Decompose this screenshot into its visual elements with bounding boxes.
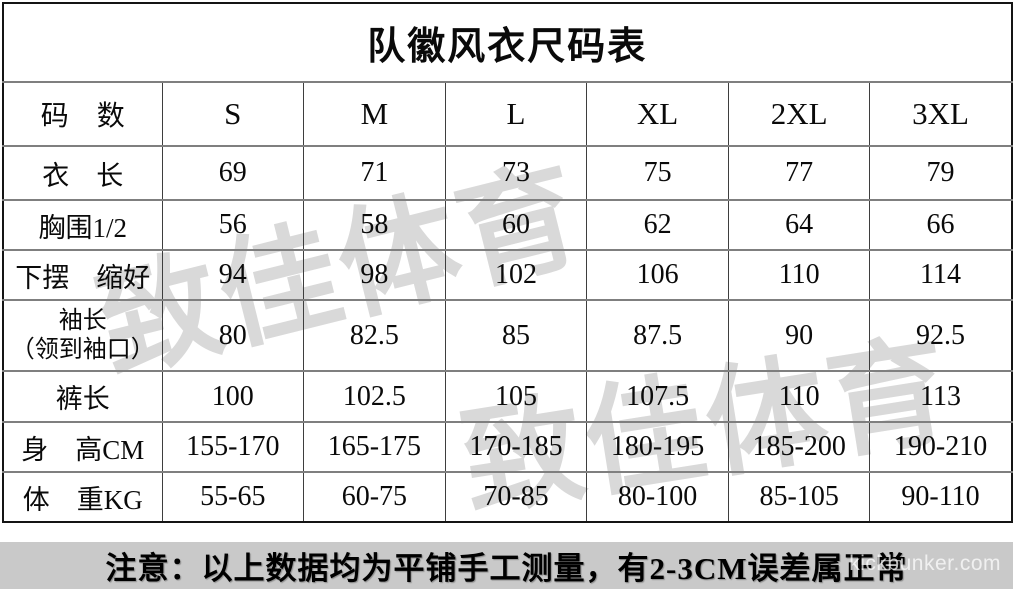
- row-label: 胸围1/2: [2, 199, 162, 250]
- measurement-row: 身 高CM 155-170 165-175 170-185 180-195 185-200…: [2, 421, 1012, 472]
- row-label: 体 重KG: [2, 471, 162, 522]
- measurement-value: 79: [869, 145, 1012, 200]
- measurement-value: 56: [161, 199, 304, 250]
- measurement-value: 98: [303, 249, 446, 300]
- site-watermark: kickbunker.com: [849, 552, 1001, 575]
- measurement-row: 裤长 100 102.5 105 107.5 110 113: [2, 370, 1012, 422]
- measurement-value: 64: [727, 199, 870, 250]
- measurement-row: 下摆 缩好 94 98 102 106 110 114: [2, 249, 1012, 300]
- row-label: 下摆 缩好: [2, 249, 162, 300]
- measurement-row: 胸围1/2 56 58 60 62 64 66: [2, 199, 1012, 250]
- measurement-value: 87.5: [586, 299, 729, 371]
- note-text: 注意：以上数据均为平铺手工测量，有2-3CM误差属正常: [105, 551, 908, 586]
- measurement-value: 62: [586, 199, 729, 250]
- measurement-value: 71: [303, 145, 446, 200]
- row-label-line2: （领到袖口）: [10, 336, 155, 363]
- measurement-value: 75: [586, 145, 729, 200]
- measurement-value: 94: [161, 249, 304, 300]
- measurement-value: 82.5: [303, 299, 446, 371]
- note-bar: 注意：以上数据均为平铺手工测量，有2-3CM误差属正常: [0, 542, 1013, 589]
- size-column-header: 2XL: [727, 81, 870, 146]
- measurement-value: 66: [869, 199, 1012, 250]
- size-column-header: 3XL: [869, 81, 1012, 146]
- measurement-value: 58: [303, 199, 446, 250]
- measurement-value: 100: [161, 370, 304, 422]
- measurement-value: 85-105: [727, 471, 870, 522]
- measurement-value: 77: [727, 145, 870, 200]
- measurement-value: 190-210: [869, 421, 1012, 472]
- measurement-value: 113: [869, 370, 1012, 422]
- measurement-value: 110: [727, 249, 870, 300]
- measurement-value: 102.5: [303, 370, 446, 422]
- measurement-value: 73: [444, 145, 587, 200]
- measurement-value: 55-65: [161, 471, 304, 522]
- measurement-value: 60: [444, 199, 587, 250]
- title-row: 队徽风衣尺码表: [3, 3, 1012, 82]
- measurement-row: 衣 长 69 71 73 75 77 79: [2, 145, 1012, 200]
- measurement-value: 185-200: [727, 421, 870, 472]
- measurement-value: 80-100: [586, 471, 729, 522]
- row-label-line1: 袖长: [58, 307, 107, 334]
- measurement-value: 69: [161, 145, 304, 200]
- measurement-value: 90: [727, 299, 870, 371]
- size-column-header: L: [444, 81, 587, 146]
- measurement-value: 70-85: [444, 471, 587, 522]
- size-header-label: 码 数: [2, 81, 162, 146]
- measurement-value: 92.5: [869, 299, 1012, 371]
- size-chart-table: 队徽风衣尺码表 码 数 S M L XL 2XL 3XL 衣 长 69 71 73 75 77 79 胸围…: [2, 2, 1013, 523]
- size-column-header: S: [161, 81, 304, 146]
- row-label: 袖长 （领到袖口）: [2, 299, 162, 371]
- size-column-header: M: [303, 81, 446, 146]
- measurement-value: 60-75: [303, 471, 446, 522]
- measurement-value: 165-175: [303, 421, 446, 472]
- measurement-value: 105: [444, 370, 587, 422]
- measurement-value: 180-195: [586, 421, 729, 472]
- measurement-row: 体 重KG 55-65 60-75 70-85 80-100 85-105 90-110: [2, 471, 1012, 522]
- row-label: 衣 长: [2, 145, 162, 200]
- row-label: 身 高CM: [2, 421, 162, 472]
- measurement-value: 110: [727, 370, 870, 422]
- measurement-value: 107.5: [586, 370, 729, 422]
- measurement-value: 85: [444, 299, 587, 371]
- measurement-value: 80: [161, 299, 304, 371]
- measurement-value: 102: [444, 249, 587, 300]
- size-header-row: 码 数 S M L XL 2XL 3XL: [2, 81, 1012, 146]
- measurement-row: 袖长 （领到袖口） 80 82.5 85 87.5 90 92.5: [2, 299, 1012, 371]
- measurement-value: 106: [586, 249, 729, 300]
- measurement-value: 90-110: [869, 471, 1012, 522]
- table-title: 队徽风衣尺码表: [367, 26, 648, 68]
- measurement-value: 170-185: [444, 421, 587, 472]
- measurement-value: 155-170: [161, 421, 304, 472]
- measurement-value: 114: [869, 249, 1012, 300]
- size-column-header: XL: [586, 81, 729, 146]
- row-label: 裤长: [2, 370, 162, 422]
